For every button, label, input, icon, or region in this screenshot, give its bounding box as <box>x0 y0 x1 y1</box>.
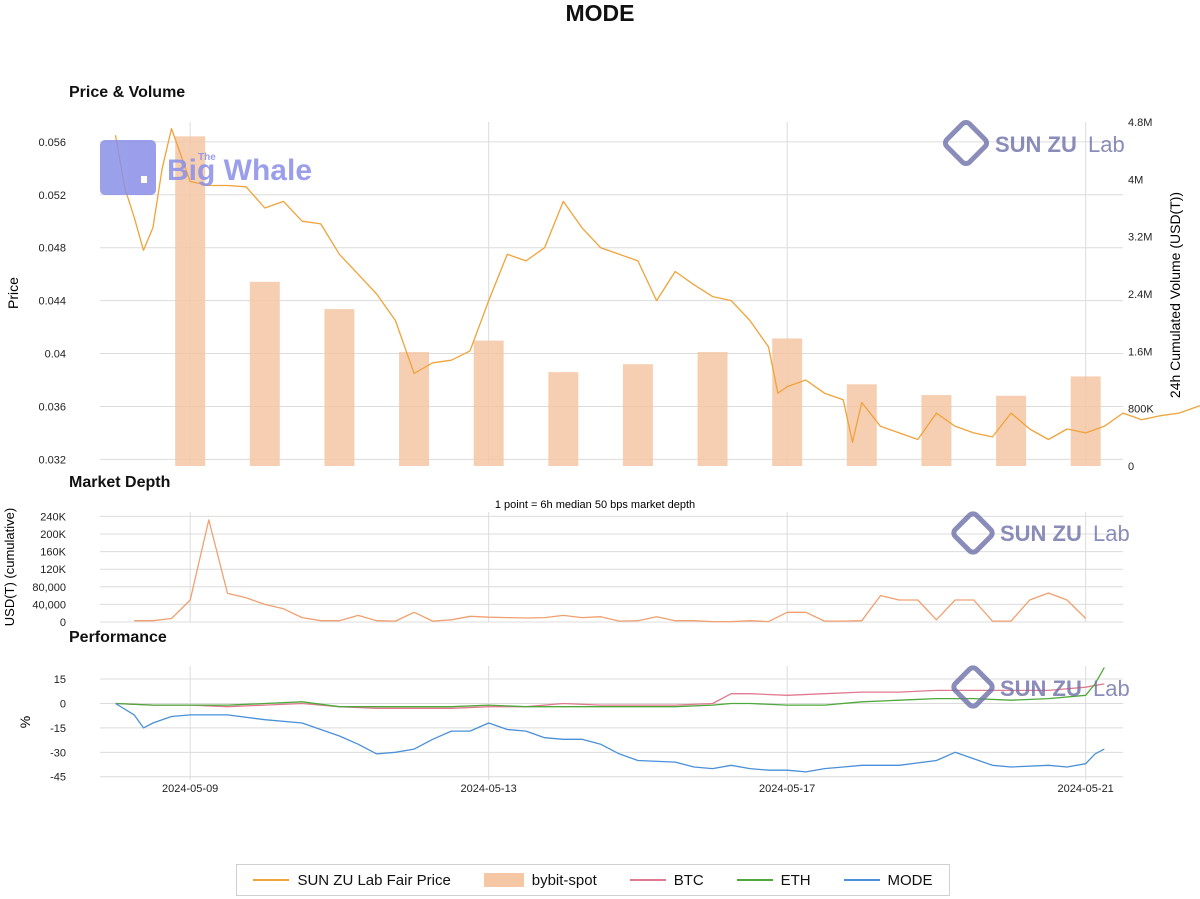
legend-item-btc[interactable]: BTC <box>629 871 704 889</box>
y-tick-label: 0 <box>60 617 66 629</box>
volume-bar <box>772 338 803 466</box>
legend-label: ETH <box>780 871 811 889</box>
legend-item-eth[interactable]: ETH <box>736 871 811 889</box>
legend-item-fair-price[interactable]: SUN ZU Lab Fair Price <box>253 871 451 889</box>
volume-bar <box>175 136 206 467</box>
legend-label: BTC <box>673 871 704 889</box>
sunzu-logo-mark <box>951 665 995 709</box>
y-tick-label: 0.04 <box>45 349 66 361</box>
performance-y-axis-title: % <box>17 716 33 728</box>
price-y-axis-title: Price <box>5 277 21 309</box>
axis-labels-layer: 0.032 0.036 0.04 0.044 0.048 0.052 0.056 0 800K 1… <box>32 117 1154 795</box>
legend-line-swatch <box>629 879 666 881</box>
sunzu-wordmark: SUN ZU Lab <box>995 132 1125 157</box>
legend-label: bybit-spot <box>531 871 597 889</box>
bigwhale-name-text: Big Whale <box>167 154 312 187</box>
x-tick-label: 2024-05-17 <box>759 783 815 795</box>
y-tick-label: 0.044 <box>38 296 66 308</box>
y-tick-label: 80,000 <box>32 582 66 594</box>
performance-panel-title: Performance <box>69 629 167 646</box>
depth-annotation: 1 point = 6h median 50 bps market depth <box>495 499 695 511</box>
legend-line-swatch <box>736 879 773 881</box>
legend-box-swatch <box>483 873 524 887</box>
bigwhale-logo-mark <box>100 140 156 195</box>
volume-bars-layer <box>175 136 1101 467</box>
volume-bar <box>399 352 430 466</box>
legend-label: MODE <box>887 871 933 889</box>
secondary-y-tick-label: 3.2M <box>1128 232 1152 244</box>
volume-bar <box>249 281 280 466</box>
y-tick-label: 0 <box>60 698 66 710</box>
y-tick-label: 120K <box>40 564 66 576</box>
series-line-sun-zu-lab-fair-price <box>114 127 1200 443</box>
y-tick-label: 0.056 <box>38 137 66 149</box>
legend-line-swatch <box>843 879 880 881</box>
volume-bar <box>1070 376 1101 466</box>
legend-label: SUN ZU Lab Fair Price <box>297 871 451 889</box>
chart-canvas: 0.032 0.036 0.04 0.044 0.048 0.052 0.056 0 800K 1… <box>2 117 1200 795</box>
chart-legend: SUN ZU Lab Fair Price bybit-spot BTC ETH… <box>236 864 950 896</box>
sunzu-logo-mark <box>951 511 995 555</box>
series-line-market-depth <box>134 519 1087 623</box>
y-tick-label: -45 <box>50 772 66 784</box>
sunzu-wordmark: SUN ZU Lab <box>1000 676 1130 701</box>
sunzu-logo-price: SUN ZU Lab <box>942 119 1125 167</box>
y-tick-label: 0.048 <box>38 243 66 255</box>
volume-bar <box>622 364 653 466</box>
depth-y-axis-title: USD(T) (cumulative) <box>2 508 17 626</box>
chart-main-title: MODE <box>565 0 635 26</box>
bigwhale-the-text: The <box>198 152 216 163</box>
sunzu-logo-mark <box>942 119 990 167</box>
volume-bar <box>996 395 1027 466</box>
volume-y-axis-title: 24h Cumulated Volume (USD(T)) <box>1167 192 1183 398</box>
sunzu-logo-performance: SUN ZU Lab <box>951 665 1130 709</box>
x-tick-label: 2024-05-09 <box>162 783 218 795</box>
volume-bar <box>473 340 504 466</box>
volume-bar <box>324 309 355 466</box>
y-tick-label: 0.032 <box>38 454 66 466</box>
y-tick-label: 0.052 <box>38 190 66 202</box>
secondary-y-tick-label: 4M <box>1128 174 1143 186</box>
y-tick-label: 200K <box>40 529 66 541</box>
bigwhale-logo: The Big Whale <box>100 140 312 195</box>
secondary-y-tick-label: 1.6M <box>1128 346 1152 358</box>
x-tick-label: 2024-05-21 <box>1058 783 1114 795</box>
secondary-y-tick-label: 2.4M <box>1128 289 1152 301</box>
secondary-y-tick-label: 0 <box>1128 461 1134 473</box>
y-tick-label: 40,000 <box>32 599 66 611</box>
secondary-y-tick-label: 4.8M <box>1128 117 1152 129</box>
y-tick-label: 160K <box>40 547 66 559</box>
y-tick-label: -15 <box>50 723 66 735</box>
volume-bar <box>697 352 728 466</box>
y-tick-label: -30 <box>50 747 66 759</box>
y-tick-label: 240K <box>40 511 66 523</box>
legend-line-swatch <box>253 879 290 881</box>
bigwhale-logo-eye <box>141 176 147 183</box>
legend-item-mode[interactable]: MODE <box>843 871 933 889</box>
price-panel-title: Price & Volume <box>69 84 186 101</box>
sunzu-wordmark: SUN ZU Lab <box>1000 521 1130 546</box>
series-line-btc <box>115 683 1105 709</box>
volume-bar <box>548 372 579 466</box>
depth-panel-title: Market Depth <box>69 474 171 491</box>
volume-bar <box>846 384 877 466</box>
y-tick-label: 15 <box>54 674 66 686</box>
y-tick-label: 0.036 <box>38 401 66 413</box>
x-tick-label: 2024-05-13 <box>461 783 517 795</box>
volume-bar <box>921 395 952 466</box>
secondary-y-tick-label: 800K <box>1128 404 1154 416</box>
series-line-mode <box>115 702 1105 773</box>
sunzu-logo-depth: SUN ZU Lab <box>951 511 1130 555</box>
legend-item-bybit-spot[interactable]: bybit-spot <box>483 871 597 889</box>
